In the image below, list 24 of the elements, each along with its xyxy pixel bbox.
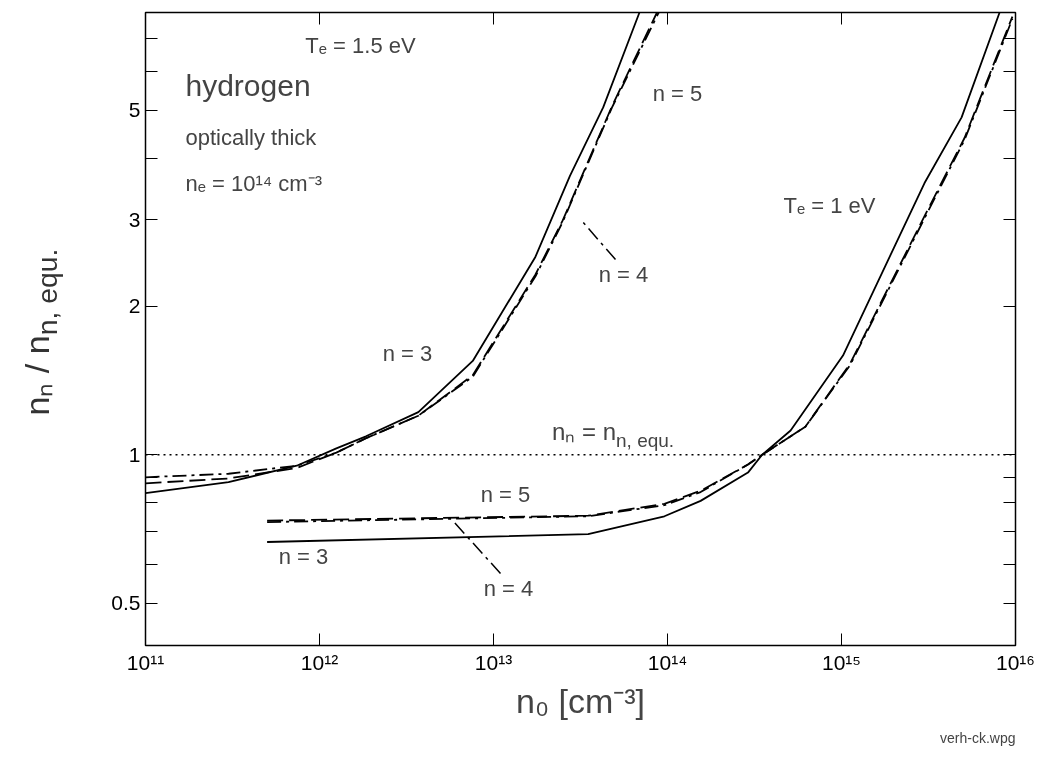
y-tick-label: 5 <box>128 98 141 122</box>
series-label: n = 5 <box>652 81 703 106</box>
legend-label: n = 4 <box>483 576 534 601</box>
annotation: hydrogen <box>185 69 311 102</box>
y-tick-label: 3 <box>128 207 141 231</box>
series-label: n = 3 <box>278 544 329 569</box>
x-tick-label: 10¹⁴ <box>647 650 688 674</box>
y-tick-label: 0.5 <box>111 591 141 615</box>
text: verh-ck.wpg <box>940 729 1016 746</box>
y-tick-label: 2 <box>128 294 141 318</box>
x-axis-title: n₀ [cm⁻³] <box>516 681 646 720</box>
x-tick-label: 10¹⁵ <box>821 650 862 674</box>
annotation: nₑ = 10¹⁴ cm⁻³ <box>185 171 322 196</box>
series-label: n = 5 <box>480 482 531 507</box>
series-label: n = 3 <box>382 341 433 366</box>
y-tick-label: 1 <box>128 442 141 466</box>
x-tick-label: 10¹³ <box>474 650 513 674</box>
annotation: optically thick <box>185 125 318 150</box>
x-tick-label: 10¹⁶ <box>996 650 1035 674</box>
x-tick-label: 10¹² <box>300 650 339 674</box>
annotation: Tₑ = 1.5 eV <box>305 33 416 58</box>
legend-label: n = 4 <box>598 262 649 287</box>
x-tick-label: 10¹¹ <box>126 650 165 674</box>
annotation: Tₑ = 1 eV <box>783 193 876 218</box>
